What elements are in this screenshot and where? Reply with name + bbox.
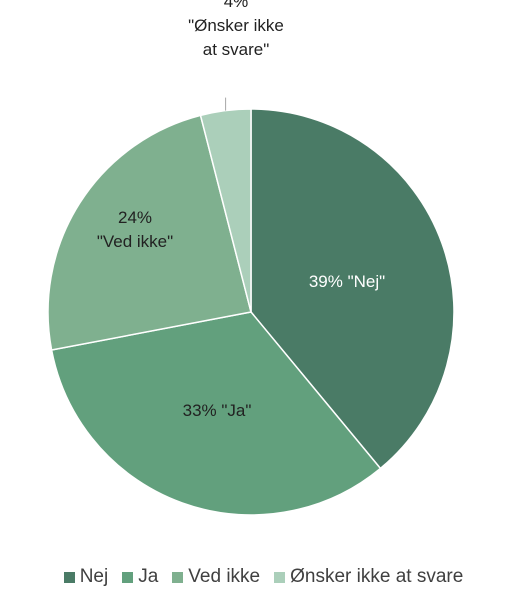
data-label-ja: 33% "Ja"	[183, 401, 252, 420]
legend-label: Ønsker ikke at svare	[290, 566, 464, 587]
legend-swatch	[274, 571, 286, 583]
slice-oensker-ikke-at-svare	[199, 108, 252, 313]
slice-ved-ikke	[47, 114, 252, 351]
slice-ja	[50, 311, 382, 516]
legend-item-nej: Nej	[63, 566, 109, 588]
legend-swatch	[122, 571, 134, 583]
data-label-oensker-ikke-at-svare: 4% "Ønsker ikke at svare"	[188, 0, 284, 59]
legend-item-oensker-ikke-at-svare: Ønsker ikke at svare	[274, 566, 463, 588]
legend-label: Nej	[79, 566, 109, 587]
data-label-ved-ikke: 24% "Ved ikke"	[97, 208, 173, 251]
legend-item-ja: Ja	[122, 566, 158, 588]
legend: Nej Ja Ved ikke Ønsker ikke at svare	[0, 566, 527, 588]
legend-label: Ja	[138, 566, 159, 587]
legend-swatch	[172, 571, 184, 583]
legend-label: Ved ikke	[188, 566, 261, 587]
slice-nej	[250, 108, 455, 470]
data-label-nej: 39% "Nej"	[309, 272, 385, 291]
legend-item-ved-ikke: Ved ikke	[172, 566, 260, 588]
legend-swatch	[63, 571, 75, 583]
